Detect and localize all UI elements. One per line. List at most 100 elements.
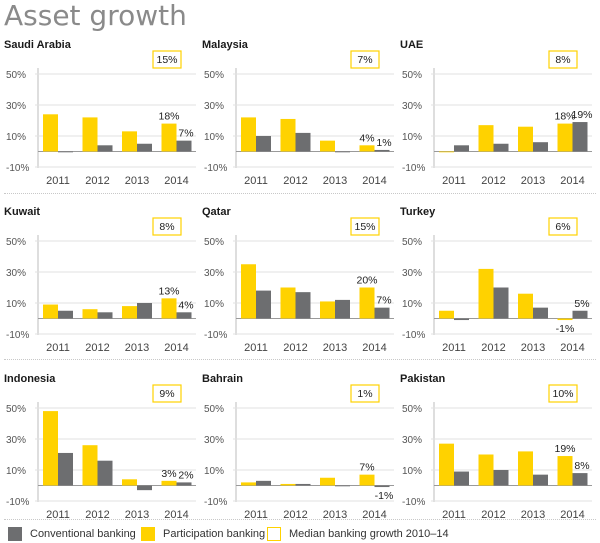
x-tick-label: 2014 [362, 342, 386, 354]
x-tick-label: 2012 [481, 175, 505, 187]
chart-panel-indonesia: Indonesia 50% 30% 10% -10% 2011 2012 2013 2014 3%… [4, 373, 196, 521]
participation-bar [439, 151, 454, 153]
conventional-bar [374, 149, 390, 152]
x-tick-label: 2014 [164, 175, 188, 187]
median-badge [548, 384, 578, 403]
charts-grid: Saudi Arabia 50% 30% 10% -10% 2011 2012 2013 201… [4, 39, 593, 521]
y-tick-label: -10% [204, 330, 227, 341]
median-value: 6% [555, 221, 570, 233]
y-tick-label: 30% [204, 268, 224, 279]
legend-swatch-median [267, 527, 281, 541]
y-tick-label: -10% [6, 497, 29, 508]
y-tick-label: -10% [204, 497, 227, 508]
x-tick-label: 2014 [560, 509, 584, 521]
y-tick-label: 50% [204, 237, 224, 248]
conventional-bar [493, 470, 509, 486]
y-tick-label: 30% [204, 101, 224, 112]
data-label: 3% [161, 468, 176, 480]
participation-bar [280, 483, 296, 486]
conventional-bar [533, 142, 548, 152]
y-tick-label: -10% [402, 163, 425, 174]
x-tick-label: 2014 [362, 175, 386, 187]
conventional-bar [295, 132, 311, 152]
x-tick-label: 2012 [85, 342, 109, 354]
conventional-bar [572, 473, 588, 486]
participation-bar [518, 126, 533, 152]
x-tick-label: 2012 [283, 175, 307, 187]
chart-panel-uae: UAE 50% 30% 10% -10% 2011 2012 2013 2014 18%19% 8% [400, 39, 593, 187]
participation-bar [122, 131, 137, 152]
conventional-bar [137, 303, 152, 319]
participation-bar [161, 298, 177, 319]
conventional-bar [97, 145, 113, 152]
participation-bar [82, 117, 98, 152]
y-tick-label: 50% [6, 70, 26, 81]
median-badge [548, 217, 578, 236]
y-tick-label: 10% [204, 132, 224, 143]
data-label: 4% [359, 132, 374, 144]
legend-label-participation: Participation banking [163, 528, 266, 540]
x-tick-label: 2011 [46, 342, 70, 354]
data-label: 7% [376, 295, 391, 307]
conventional-bar [374, 307, 390, 319]
legend-swatch-conventional [8, 527, 22, 541]
data-label: 18% [158, 111, 179, 123]
participation-bar [478, 125, 494, 152]
participation-bar [122, 479, 137, 486]
conventional-bar [58, 310, 73, 319]
chart-title: Bahrain [202, 373, 243, 385]
conventional-bar [335, 299, 350, 319]
chart-panel-kuwait: Kuwait 50% 30% 10% -10% 2011 2012 2013 2014 13% 4%… [4, 206, 196, 354]
participation-bar [557, 318, 573, 321]
median-value: 9% [159, 388, 174, 400]
y-tick-label: 10% [402, 132, 422, 143]
participation-bar [82, 309, 98, 319]
x-tick-label: 2013 [521, 509, 545, 521]
x-tick-label: 2011 [244, 342, 268, 354]
data-label: 2% [178, 469, 193, 481]
participation-bar [359, 287, 375, 319]
participation-bar [241, 264, 256, 319]
participation-bar [439, 443, 454, 486]
chart-panel-bahrain: Bahrain 50% 30% 10% -10% 2011 2012 2013 2014 7% -1… [202, 373, 394, 521]
median-badge [152, 384, 182, 403]
x-tick-label: 2014 [164, 342, 188, 354]
participation-bar [557, 123, 573, 152]
median-value: 1% [357, 388, 372, 400]
y-tick-label: 50% [402, 404, 422, 415]
participation-bar [43, 304, 58, 319]
median-value: 7% [357, 54, 372, 66]
participation-bar [241, 117, 256, 152]
median-badge [350, 384, 380, 403]
data-label: 13% [158, 285, 179, 297]
participation-bar [478, 268, 494, 319]
chart-title: Kuwait [4, 206, 40, 218]
participation-bar [280, 118, 296, 152]
median-value: 15% [354, 221, 375, 233]
y-tick-label: 50% [204, 70, 224, 81]
conventional-bar [137, 485, 152, 491]
x-tick-label: 2011 [442, 342, 466, 354]
y-tick-label: -10% [402, 330, 425, 341]
y-tick-label: 50% [402, 70, 422, 81]
participation-bar [320, 301, 335, 319]
x-tick-label: 2011 [442, 175, 466, 187]
row-divider [4, 519, 596, 520]
y-tick-label: 50% [402, 237, 422, 248]
median-badge [152, 217, 182, 236]
conventional-bar [256, 290, 271, 319]
chart-title: Turkey [400, 206, 436, 218]
y-tick-label: 10% [6, 299, 26, 310]
x-tick-label: 2014 [362, 509, 386, 521]
median-value: 8% [159, 221, 174, 233]
conventional-bar [295, 483, 311, 486]
conventional-bar [137, 143, 152, 152]
x-tick-label: 2012 [481, 342, 505, 354]
data-label: -1% [375, 490, 394, 502]
y-tick-label: 30% [402, 101, 422, 112]
conventional-bar [335, 485, 350, 487]
participation-bar [439, 310, 454, 319]
conventional-bar [572, 122, 588, 152]
participation-bar [320, 477, 335, 486]
y-tick-label: -10% [6, 163, 29, 174]
